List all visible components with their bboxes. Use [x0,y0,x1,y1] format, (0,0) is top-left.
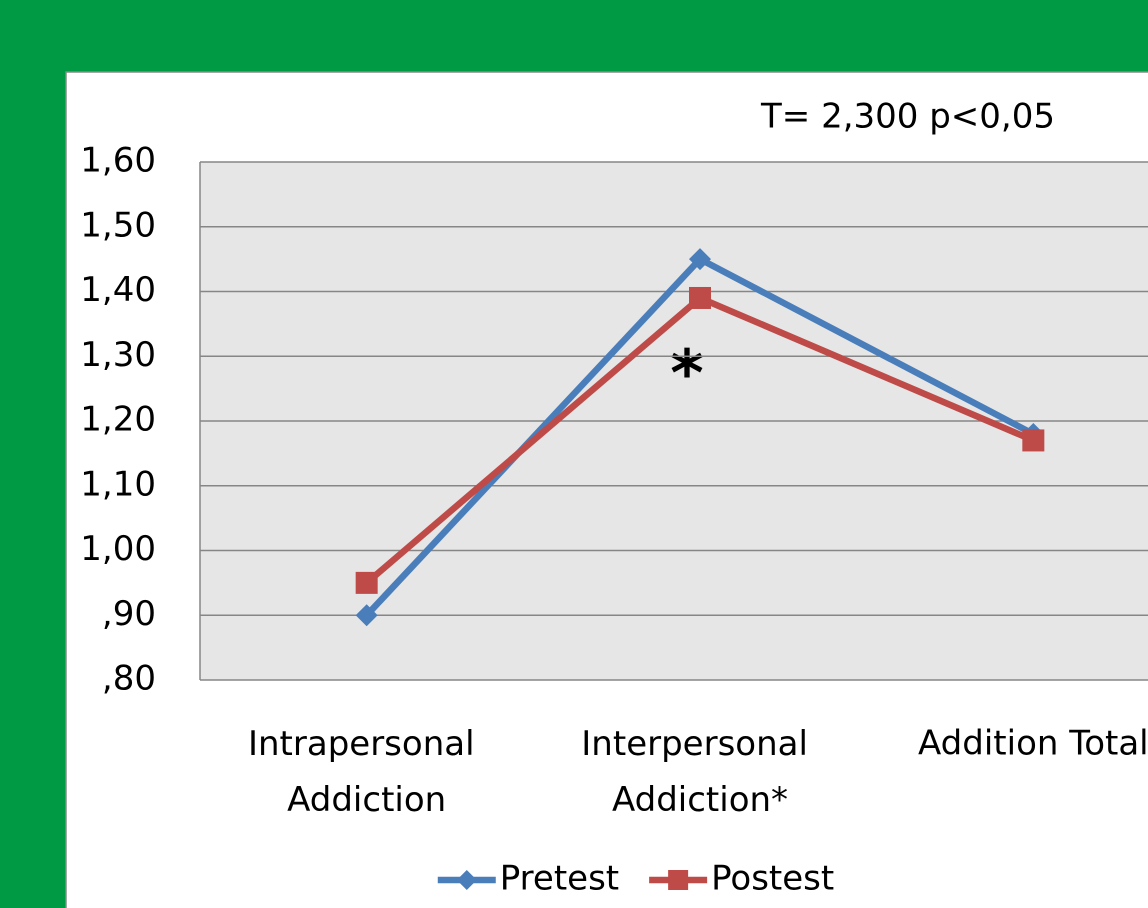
legend-label: Postest [711,859,834,899]
x-tick-label: Interpersonal Addiction* [581,724,818,820]
marker [689,286,711,309]
legend-label: Pretest [500,859,619,899]
y-tick-label: 1,00 [80,529,156,569]
y-tick-label: 1,60 [80,141,156,181]
legend-marker [456,870,477,890]
marker [1022,429,1045,452]
annotation: * [670,338,703,412]
y-tick-label: ,80 [102,659,156,699]
legend-marker [668,870,689,890]
y-tick-label: 1,20 [80,400,156,440]
y-tick-label: ,90 [102,594,156,634]
y-tick-label: 1,50 [80,205,156,245]
marker [355,571,378,594]
y-tick-label: 1,40 [80,270,156,310]
x-tick-label: Addition Total [918,724,1148,764]
marker [689,248,711,271]
x-tick-label: Intrapersonal Addiction [248,724,485,820]
marker [355,604,378,627]
legend: Pretest Postest [437,859,834,899]
y-tick-label: 1,30 [80,335,156,375]
y-tick-label: 1,10 [80,464,156,504]
annotation: T= 2,300 p<0,05 [760,97,1055,137]
